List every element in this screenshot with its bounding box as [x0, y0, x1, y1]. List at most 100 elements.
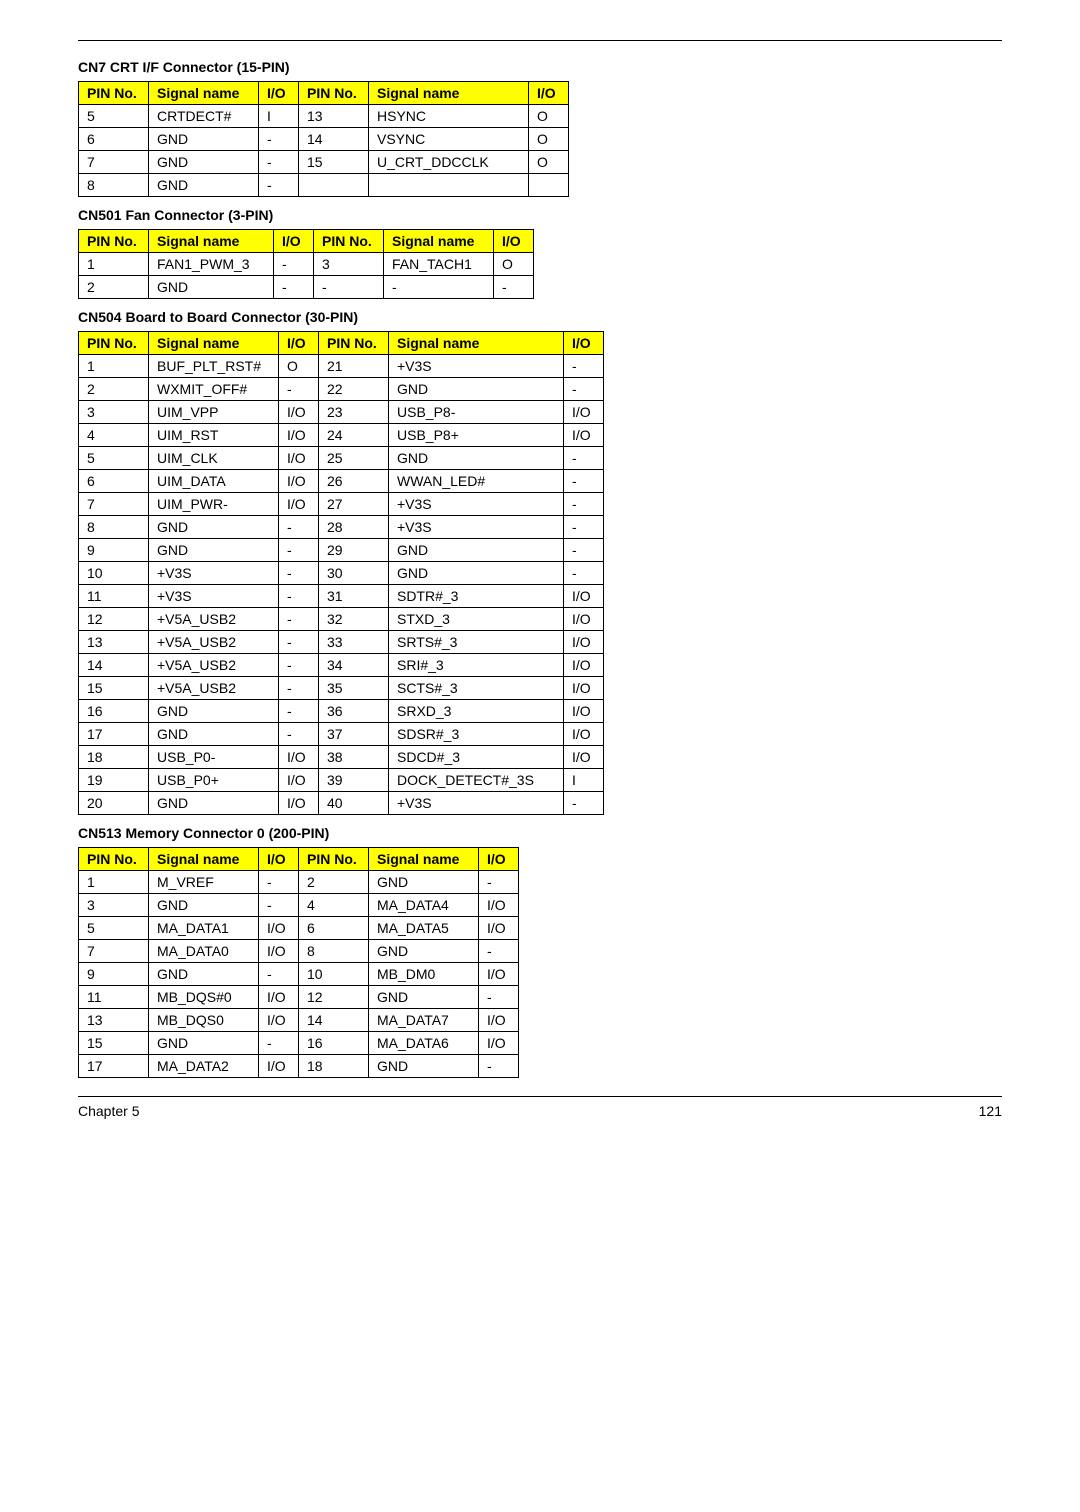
table-cell: -: [564, 516, 604, 539]
table-cell: GND: [149, 128, 259, 151]
table-row: 13+V5A_USB2-33SRTS#_3I/O: [79, 631, 604, 654]
table-cell: SRTS#_3: [389, 631, 564, 654]
table-cell: I/O: [259, 1055, 299, 1078]
table-cell: 36: [319, 700, 389, 723]
table-row: 15GND-16MA_DATA6I/O: [79, 1032, 519, 1055]
table-cell: MA_DATA4: [369, 894, 479, 917]
table-cell: -: [279, 700, 319, 723]
footer-page-number: 121: [979, 1103, 1002, 1119]
page-footer: Chapter 5 121: [78, 1103, 1002, 1119]
table-cell: I/O: [564, 654, 604, 677]
table-cell: USB_P0-: [149, 746, 279, 769]
table-cell: I: [259, 105, 299, 128]
table-cell: MB_DQS#0: [149, 986, 259, 1009]
table-cell: I/O: [279, 470, 319, 493]
table-cell: STXD_3: [389, 608, 564, 631]
table-row: 10+V3S-30GND-: [79, 562, 604, 585]
table-row: 5CRTDECT#I13HSYNCO: [79, 105, 569, 128]
table-cell: UIM_DATA: [149, 470, 279, 493]
table-cell: +V3S: [389, 516, 564, 539]
bottom-rule: [78, 1096, 1002, 1097]
table-cell: SRXD_3: [389, 700, 564, 723]
column-header: PIN No.: [79, 82, 149, 105]
table-cell: -: [259, 1032, 299, 1055]
table-cell: -: [279, 562, 319, 585]
column-header: PIN No.: [79, 230, 149, 253]
table-cell: 15: [299, 151, 369, 174]
table-cell: GND: [389, 378, 564, 401]
table-cell: 27: [319, 493, 389, 516]
table-cell: -: [479, 871, 519, 894]
table-cell: -: [279, 585, 319, 608]
table-cell: 22: [319, 378, 389, 401]
table-cell: GND: [149, 963, 259, 986]
table-cell: M_VREF: [149, 871, 259, 894]
table-cell: I/O: [279, 792, 319, 815]
table-cell: -: [564, 539, 604, 562]
table-cell: GND: [369, 986, 479, 1009]
table-cell: -: [314, 276, 384, 299]
table-cell: I/O: [279, 746, 319, 769]
table-cell: O: [494, 253, 534, 276]
table-row: 17GND-37SDSR#_3I/O: [79, 723, 604, 746]
table-cell: 6: [79, 128, 149, 151]
column-header: I/O: [529, 82, 569, 105]
table-row: 8GND-: [79, 174, 569, 197]
table-cell: 3: [79, 401, 149, 424]
table-cell: 10: [299, 963, 369, 986]
table-cell: 21: [319, 355, 389, 378]
table-cell: 4: [79, 424, 149, 447]
table-title: CN501 Fan Connector (3-PIN): [78, 207, 1002, 223]
table-cell: UIM_PWR-: [149, 493, 279, 516]
table-cell: I/O: [564, 585, 604, 608]
table-cell: I/O: [564, 723, 604, 746]
column-header: I/O: [279, 332, 319, 355]
table-cell: SDCD#_3: [389, 746, 564, 769]
table-cell: 34: [319, 654, 389, 677]
table-cell: -: [564, 470, 604, 493]
table-cell: BUF_PLT_RST#: [149, 355, 279, 378]
table-cell: GND: [149, 151, 259, 174]
table-cell: 11: [79, 585, 149, 608]
table-cell: [369, 174, 529, 197]
table-cell: 26: [319, 470, 389, 493]
table-cell: 17: [79, 1055, 149, 1078]
table-row: 5UIM_CLKI/O25GND-: [79, 447, 604, 470]
column-header: I/O: [479, 848, 519, 871]
table-cell: +V5A_USB2: [149, 608, 279, 631]
table-cell: I/O: [259, 1009, 299, 1032]
table-cell: 7: [79, 151, 149, 174]
column-header: I/O: [494, 230, 534, 253]
table-cell: 8: [299, 940, 369, 963]
table-cell: +V5A_USB2: [149, 631, 279, 654]
table-cell: -: [259, 871, 299, 894]
pin-table: PIN No.Signal nameI/OPIN No.Signal nameI…: [78, 81, 569, 197]
table-row: 19USB_P0+I/O39DOCK_DETECT#_3SI: [79, 769, 604, 792]
footer-chapter: Chapter 5: [78, 1103, 139, 1119]
table-row: 2GND----: [79, 276, 534, 299]
table-cell: 3: [79, 894, 149, 917]
table-cell: 1: [79, 253, 149, 276]
table-cell: I/O: [279, 447, 319, 470]
table-cell: 5: [79, 447, 149, 470]
column-header: Signal name: [384, 230, 494, 253]
table-cell: GND: [149, 174, 259, 197]
table-cell: I/O: [279, 424, 319, 447]
table-row: 3GND-4MA_DATA4I/O: [79, 894, 519, 917]
table-cell: 12: [299, 986, 369, 1009]
table-cell: USB_P8-: [389, 401, 564, 424]
table-row: 3UIM_VPPI/O23USB_P8-I/O: [79, 401, 604, 424]
table-row: 14+V5A_USB2-34SRI#_3I/O: [79, 654, 604, 677]
table-cell: I/O: [479, 963, 519, 986]
table-cell: -: [259, 963, 299, 986]
table-cell: +V5A_USB2: [149, 677, 279, 700]
table-cell: MA_DATA0: [149, 940, 259, 963]
table-cell: I/O: [564, 424, 604, 447]
table-row: 16GND-36SRXD_3I/O: [79, 700, 604, 723]
table-cell: DOCK_DETECT#_3S: [389, 769, 564, 792]
table-cell: -: [259, 128, 299, 151]
table-cell: HSYNC: [369, 105, 529, 128]
table-cell: O: [529, 128, 569, 151]
table-cell: -: [279, 677, 319, 700]
table-cell: 17: [79, 723, 149, 746]
